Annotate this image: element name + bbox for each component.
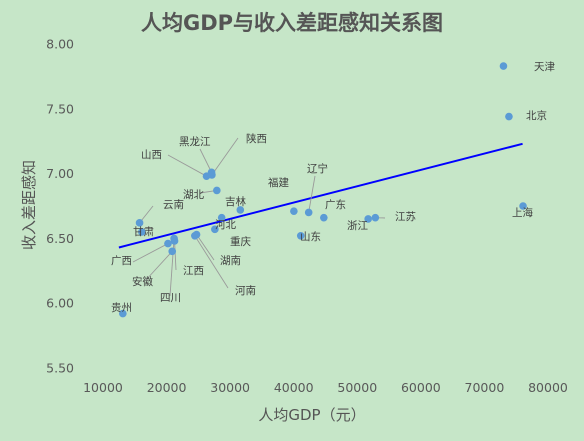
point-label: 上海	[512, 206, 533, 219]
data-point	[164, 239, 172, 248]
point-label: 江苏	[395, 210, 416, 223]
data-points	[119, 62, 527, 318]
y-tick-label: 5.50	[46, 361, 74, 376]
data-point	[519, 202, 527, 210]
leader-line	[199, 148, 212, 173]
leader-line	[211, 137, 239, 176]
point-label: 广东	[325, 198, 346, 211]
x-axis-label: 人均GDP（元）	[258, 406, 365, 424]
x-tick-label: 60000	[401, 380, 441, 395]
data-point	[304, 208, 313, 217]
leader-line	[194, 235, 229, 289]
point-label: 吉林	[225, 195, 246, 208]
data-point	[364, 215, 372, 223]
data-point	[499, 62, 508, 70]
label-leader-lines	[132, 137, 386, 297]
point-label: 山西	[141, 149, 162, 161]
leader-line	[132, 243, 169, 263]
point-label: 安徽	[132, 275, 153, 288]
point-label: 河南	[235, 284, 256, 297]
point-label: 陕西	[246, 132, 267, 145]
data-point	[296, 232, 305, 240]
trendline	[118, 142, 523, 249]
data-point	[371, 213, 380, 222]
data-point	[135, 219, 144, 227]
leader-line	[308, 175, 316, 213]
x-tick-labels: 10000 20000 30000 40000 50000 60000 70000 80000	[83, 380, 568, 395]
point-label: 山东	[300, 230, 321, 243]
data-point	[211, 225, 219, 234]
point-label: 北京	[526, 109, 547, 122]
y-tick-label: 6.00	[46, 296, 74, 311]
point-label: 天津	[534, 61, 555, 73]
point-label: 辽宁	[307, 162, 328, 175]
x-tick-label: 10000	[83, 380, 123, 395]
point-label: 云南	[163, 198, 184, 211]
data-point	[213, 186, 221, 195]
data-point	[202, 172, 211, 180]
point-label: 湖北	[183, 189, 204, 201]
point-label: 浙江	[347, 220, 368, 232]
data-point	[119, 309, 127, 318]
chart-title: 人均GDP与收入差距感知关系图	[141, 11, 443, 35]
data-point	[505, 112, 513, 121]
leader-line	[167, 154, 207, 177]
leader-line	[174, 240, 177, 271]
point-label: 贵州	[111, 301, 132, 314]
data-point	[170, 234, 178, 243]
point-label: 广西	[111, 255, 132, 267]
x-tick-label: 70000	[465, 380, 505, 395]
point-label: 甘肃	[133, 225, 154, 238]
point-label: 河北	[215, 219, 236, 231]
leader-line	[196, 234, 215, 261]
data-point	[236, 206, 245, 214]
y-tick-label: 8.00	[46, 37, 74, 52]
y-tick-label: 7.00	[46, 166, 74, 181]
x-tick-label: 80000	[528, 380, 568, 395]
data-point	[138, 228, 146, 236]
y-axis-label: 收入差距感知	[20, 160, 38, 250]
point-label: 湖南	[220, 254, 241, 267]
x-tick-label: 50000	[337, 380, 377, 395]
data-point	[168, 247, 177, 256]
x-tick-label: 20000	[147, 380, 187, 395]
x-tick-label: 30000	[210, 380, 250, 395]
leader-line	[169, 238, 175, 297]
leader-line	[144, 251, 173, 282]
point-label: 江西	[183, 265, 204, 277]
x-tick-label: 40000	[274, 380, 314, 395]
data-point	[320, 213, 328, 222]
data-point	[191, 232, 199, 240]
data-point	[290, 207, 298, 215]
point-label: 福建	[268, 176, 289, 189]
point-label: 黑龙江	[179, 135, 211, 148]
point-label: 重庆	[230, 235, 251, 248]
point-label: 四川	[160, 292, 181, 304]
y-tick-labels: 5.50 6.00 6.50 7.00 7.50 8.00	[46, 37, 74, 376]
data-point	[217, 213, 226, 222]
y-tick-label: 6.50	[46, 231, 74, 246]
y-tick-label: 7.50	[46, 101, 74, 116]
